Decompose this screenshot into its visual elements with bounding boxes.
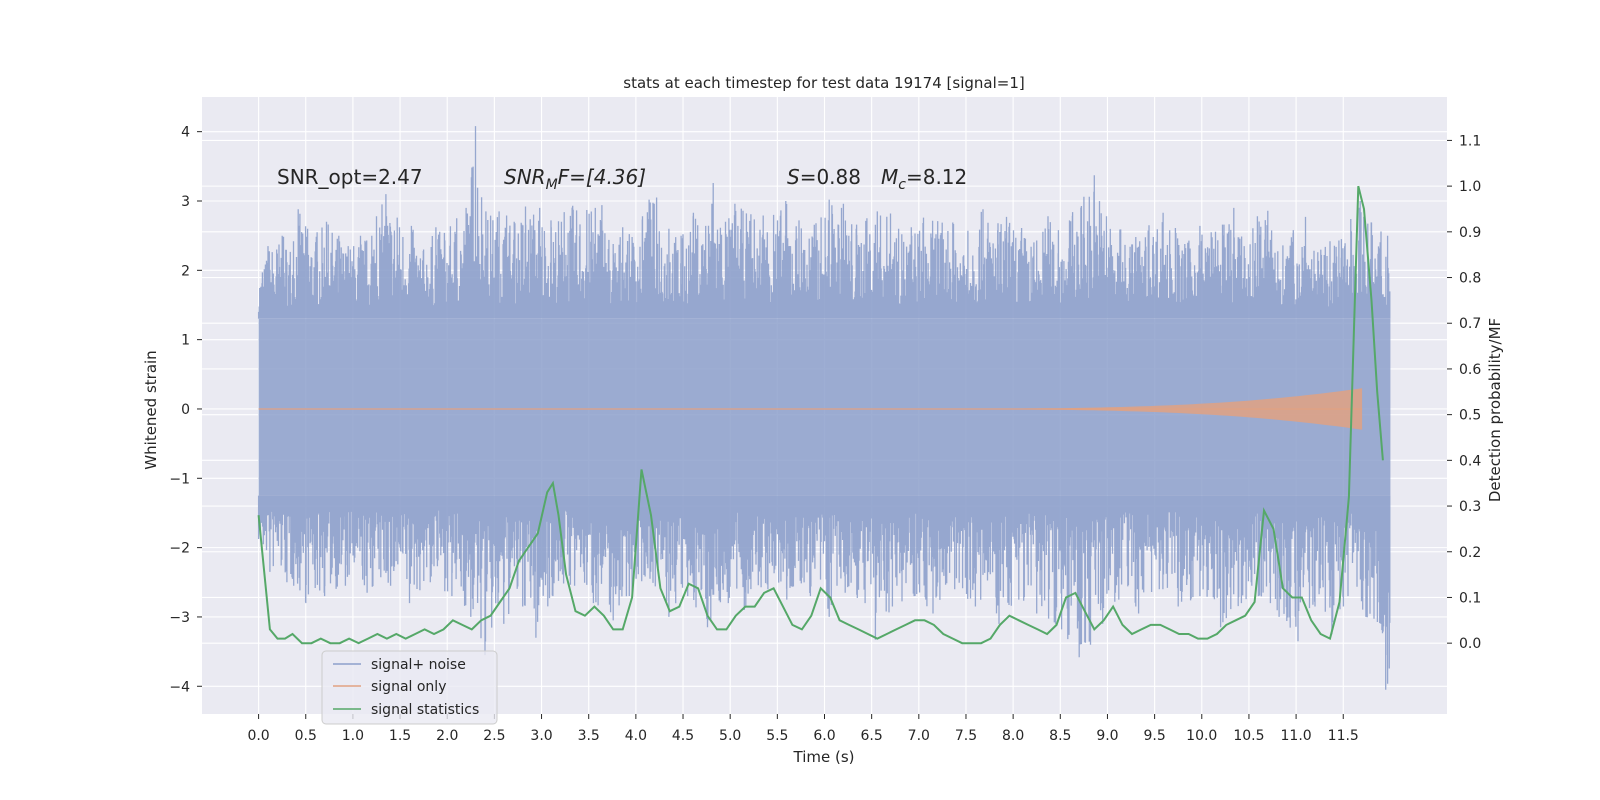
y-axis-label-right: Detection probability/MF: [1486, 318, 1504, 502]
y-tick-label-left: −4: [169, 679, 190, 695]
x-tick-label: 0.5: [295, 728, 317, 744]
series-signal-only: [258, 388, 1363, 430]
x-tick-label: 8.5: [1049, 728, 1071, 744]
x-tick-label: 11.5: [1328, 728, 1359, 744]
legend: signal+ noise signal only signal statist…: [321, 650, 498, 725]
y-tick-label-right: 0.9: [1459, 225, 1481, 241]
y-tick-label-left: 3: [181, 194, 190, 210]
y-tick-label-right: 0.6: [1459, 362, 1481, 378]
x-tick-label: 1.5: [389, 728, 411, 744]
x-tick-label: 9.0: [1096, 728, 1118, 744]
y-tick-label-right: 0.2: [1459, 545, 1481, 561]
x-tick-label: 2.0: [436, 728, 458, 744]
y-tick-label-left: −1: [169, 471, 190, 487]
y-tick-label-left: 2: [181, 263, 190, 279]
y-tick-label-right: 1.1: [1459, 133, 1481, 149]
y-tick-label-left: 4: [181, 125, 190, 141]
x-tick-label: 7.5: [955, 728, 977, 744]
x-tick-label: 2.5: [483, 728, 505, 744]
noise-spikes-upper: [257, 126, 1391, 319]
x-axis-label: Time (s): [793, 748, 855, 766]
y-tick-label-right: 0.8: [1459, 271, 1481, 287]
x-tick-label: 11.0: [1281, 728, 1312, 744]
y-axis-label-left: Whitened strain: [142, 350, 160, 469]
x-tick-label: 0.0: [247, 728, 269, 744]
x-tick-label: 1.0: [342, 728, 364, 744]
x-tick-label: 3.0: [530, 728, 552, 744]
annotation-snr-mf-main: SNR: [504, 165, 546, 189]
x-tick-label: 3.5: [578, 728, 600, 744]
annotation-s-main: S: [787, 165, 800, 189]
y-tick-label-left: −3: [169, 610, 190, 626]
annotation-s-rest: =0.88: [800, 165, 861, 189]
y-tick-label-right: 0.3: [1459, 499, 1481, 515]
x-tick-label: 9.5: [1143, 728, 1165, 744]
y-tick-label-left: 1: [181, 333, 190, 349]
x-tick-label: 6.5: [861, 728, 883, 744]
annotation-snr-mf-sub: M: [546, 177, 558, 193]
x-tick-label: 5.0: [719, 728, 741, 744]
x-tick-label: 10.5: [1233, 728, 1264, 744]
annotation-snr-mf-rest: F=[4.36]: [558, 165, 646, 189]
annotation-snr-mf: SNRMF=[4.36]: [504, 165, 646, 193]
x-tick-label: 4.5: [672, 728, 694, 744]
legend-box: [321, 650, 498, 725]
x-tick-label: 5.5: [766, 728, 788, 744]
y-tick-label-right: 0.5: [1459, 408, 1481, 424]
y-tick-label-right: 0.4: [1459, 453, 1481, 469]
annotation-mc-rest: =8.12: [906, 165, 967, 189]
x-tick-label: 8.0: [1002, 728, 1024, 744]
y-tick-label-left: 0: [181, 402, 190, 418]
statistics-line: [257, 185, 1384, 645]
y-tick-label-right: 0.1: [1459, 590, 1481, 606]
annotation-s: S=0.88: [787, 165, 861, 189]
y-tick-label-right: 0.7: [1459, 316, 1481, 332]
x-tick-label: 6.0: [813, 728, 835, 744]
annotation-snr-opt: SNR_opt=2.47: [277, 165, 423, 189]
y-tick-label-right: 1.0: [1459, 179, 1481, 195]
annotation-mc: Mc=8.12: [881, 165, 967, 193]
y-tick-label-right: 0.0: [1459, 636, 1481, 652]
x-tick-label: 10.0: [1186, 728, 1217, 744]
y-tick-label-left: −2: [169, 541, 190, 557]
series-signal-statistics: [257, 185, 1384, 645]
legend-label-noise: signal+ noise: [371, 657, 466, 673]
x-tick-label: 4.0: [625, 728, 647, 744]
chart-title: stats at each timestep for test data 191…: [623, 74, 1024, 92]
legend-label-stats: signal statistics: [371, 702, 479, 718]
annotation-mc-sub: c: [898, 177, 906, 193]
x-tick-label: 7.0: [908, 728, 930, 744]
legend-label-signal: signal only: [371, 679, 446, 695]
annotation-mc-main: M: [881, 165, 898, 189]
